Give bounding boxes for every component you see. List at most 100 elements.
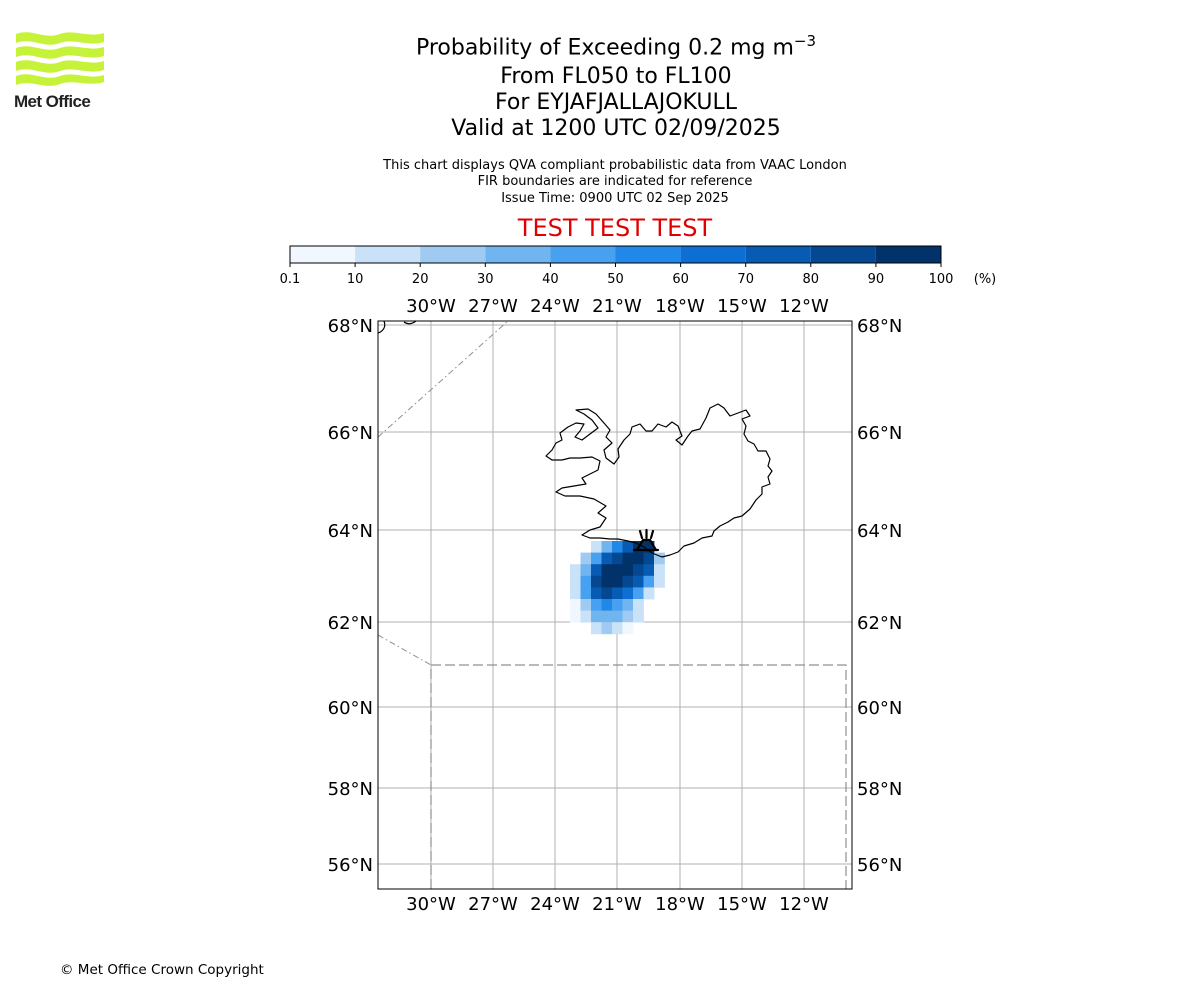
longitude-label: 27°W bbox=[468, 296, 518, 317]
latitude-label: 64°N bbox=[328, 521, 373, 542]
longitude-labels-top: 30°W 27°W 24°W 21°W 18°W 15°W 12°W bbox=[406, 296, 829, 317]
probability-cell bbox=[570, 575, 581, 588]
probability-cell bbox=[591, 541, 602, 553]
probability-cell bbox=[654, 564, 665, 577]
colorbar-segment bbox=[420, 246, 486, 263]
colorbar-segment bbox=[485, 246, 551, 263]
fir-boundary-south bbox=[430, 664, 847, 889]
colorbar-label: 20 bbox=[412, 272, 429, 287]
subtitle-line-3: Issue Time: 0900 UTC 02 Sep 2025 bbox=[501, 191, 729, 206]
longitude-label: 30°W bbox=[406, 296, 456, 317]
greenland-coast bbox=[378, 321, 386, 334]
latitude-label: 66°N bbox=[857, 423, 902, 444]
probability-cell bbox=[633, 610, 644, 623]
probability-cell bbox=[622, 541, 634, 553]
latitude-label: 66°N bbox=[328, 423, 373, 444]
volcano-icon bbox=[632, 528, 660, 552]
colorbar-label: 100 bbox=[929, 272, 954, 287]
probability-cell bbox=[601, 541, 613, 553]
probability-cell bbox=[612, 587, 623, 600]
latitude-label: 68°N bbox=[328, 316, 373, 337]
latitude-labels-left: 68°N 66°N 64°N 62°N 60°N 58°N 56°N bbox=[328, 316, 373, 876]
probability-cell bbox=[580, 610, 592, 623]
probability-cell bbox=[643, 552, 655, 565]
probability-cell bbox=[601, 552, 613, 565]
probability-cell bbox=[633, 587, 644, 600]
latitude-label: 68°N bbox=[857, 316, 902, 337]
map-area bbox=[378, 321, 852, 889]
probability-cell bbox=[570, 599, 581, 611]
probability-cell bbox=[580, 575, 592, 588]
colorbar-segment bbox=[615, 246, 681, 263]
longitude-labels-bottom: 30°W 27°W 24°W 21°W 18°W 15°W 12°W bbox=[406, 894, 829, 915]
longitude-label: 15°W bbox=[717, 894, 767, 915]
longitude-label: 15°W bbox=[717, 296, 767, 317]
probability-cell bbox=[591, 564, 602, 577]
latitude-label: 62°N bbox=[857, 613, 902, 634]
probability-cell bbox=[601, 587, 613, 600]
probability-cell bbox=[612, 575, 623, 588]
colorbar-segment bbox=[290, 246, 356, 263]
probability-cell bbox=[633, 575, 644, 588]
longitude-label: 24°W bbox=[530, 894, 580, 915]
colorbar-segment bbox=[875, 246, 941, 263]
longitude-label: 18°W bbox=[655, 894, 705, 915]
probability-cell bbox=[601, 610, 613, 623]
latitude-label: 58°N bbox=[328, 779, 373, 800]
colorbar-unit: (%) bbox=[974, 272, 997, 287]
probability-cell bbox=[591, 599, 602, 611]
longitude-label: 12°W bbox=[779, 296, 829, 317]
colorbar-segment bbox=[550, 246, 616, 263]
probability-cell bbox=[633, 599, 644, 611]
probability-cell bbox=[570, 564, 581, 577]
probability-cell bbox=[622, 610, 634, 623]
latitude-label: 60°N bbox=[857, 698, 902, 719]
longitude-label: 27°W bbox=[468, 894, 518, 915]
longitude-label: 21°W bbox=[592, 894, 642, 915]
colorbar-segment bbox=[680, 246, 746, 263]
colorbar: 0.1 10 20 30 40 50 60 70 80 90 100 (%) bbox=[280, 245, 997, 287]
ash-probability-field bbox=[570, 541, 665, 635]
probability-cell bbox=[601, 622, 613, 635]
fir-boundary-north bbox=[378, 321, 509, 666]
met-office-logo bbox=[16, 32, 104, 86]
probability-cell bbox=[622, 575, 634, 588]
colorbar-label: 70 bbox=[737, 272, 754, 287]
probability-cell bbox=[601, 564, 613, 577]
probability-cell bbox=[622, 599, 634, 611]
colorbar-label: 40 bbox=[542, 272, 559, 287]
probability-cell bbox=[591, 622, 602, 635]
colorbar-segment bbox=[810, 246, 876, 263]
probability-cell bbox=[612, 610, 623, 623]
probability-cell bbox=[612, 599, 623, 611]
volcano-title: For EYJAFJALLAJOKULL bbox=[495, 90, 737, 115]
copyright-notice: © Met Office Crown Copyright bbox=[60, 962, 264, 978]
probability-cell bbox=[591, 575, 602, 588]
latitude-label: 64°N bbox=[857, 521, 902, 542]
probability-cell bbox=[601, 599, 613, 611]
colorbar-label: 30 bbox=[477, 272, 494, 287]
colorbar-label: 80 bbox=[803, 272, 820, 287]
probability-cell bbox=[633, 564, 644, 577]
probability-cell bbox=[654, 552, 665, 565]
longitude-label: 24°W bbox=[530, 296, 580, 317]
longitude-label: 18°W bbox=[655, 296, 705, 317]
test-banner: TEST TEST TEST bbox=[517, 214, 713, 242]
colorbar-segment bbox=[355, 246, 421, 263]
probability-cell bbox=[591, 610, 602, 623]
probability-cell bbox=[654, 575, 665, 588]
probability-cell bbox=[643, 564, 655, 577]
probability-cell bbox=[580, 552, 592, 565]
probability-cell bbox=[612, 552, 623, 565]
probability-cell bbox=[591, 587, 602, 600]
probability-cell bbox=[633, 552, 644, 565]
probability-cell bbox=[643, 541, 655, 553]
latitude-label: 60°N bbox=[328, 698, 373, 719]
probability-cell bbox=[622, 587, 634, 600]
colorbar-segment bbox=[745, 246, 811, 263]
probability-cell bbox=[601, 575, 613, 588]
colorbar-label: 50 bbox=[607, 272, 624, 287]
probability-cell bbox=[580, 587, 592, 600]
latitude-label: 58°N bbox=[857, 779, 902, 800]
valid-time-title: Valid at 1200 UTC 02/09/2025 bbox=[451, 116, 781, 141]
